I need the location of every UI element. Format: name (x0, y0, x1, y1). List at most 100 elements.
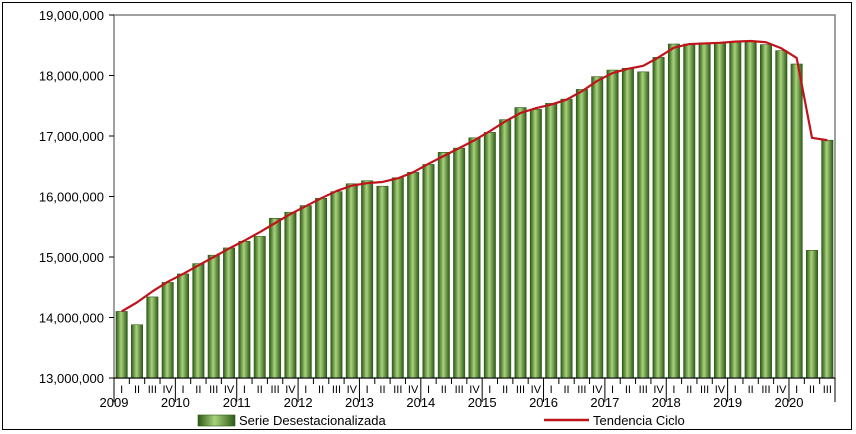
bar (345, 183, 358, 379)
x-quarter-label: I (795, 384, 798, 396)
bar (499, 119, 512, 379)
bar (806, 250, 818, 379)
chart-svg: 13,000,000 14,000,000 15,000,000 16,000,000… (39, 8, 836, 428)
bar (652, 57, 665, 379)
x-quarter-label: IV (469, 384, 480, 396)
bar (729, 41, 742, 379)
bar (698, 42, 711, 379)
x-year-label: 2017 (590, 395, 619, 410)
bar (775, 50, 788, 379)
bar (759, 44, 772, 379)
x-quarter-label: II (195, 384, 201, 396)
x-quarter-label: II (134, 384, 140, 396)
chart-frame: 13,000,000 14,000,000 15,000,000 16,000,000… (2, 2, 852, 430)
bar (621, 67, 634, 379)
bar (315, 198, 328, 379)
bar (744, 41, 757, 379)
x-quarter-label: II (502, 384, 508, 396)
legend: Serie Desestacionalizada Tendencia Ciclo (197, 413, 685, 428)
y-tick-label: 14,000,000 (39, 311, 104, 326)
x-year-label: 2016 (529, 395, 558, 410)
bar (161, 282, 174, 379)
y-tick-label: 13,000,000 (39, 371, 104, 386)
x-quarter-label: I (243, 384, 246, 396)
bar (591, 76, 604, 379)
legend-label-tendencia: Tendencia Ciclo (593, 413, 685, 428)
x-quarter-label: II (257, 384, 263, 396)
bar (269, 217, 282, 379)
x-quarter-label: III (761, 384, 770, 396)
x-quarter-label: III (270, 384, 279, 396)
x-quarter-label: IV (162, 384, 173, 396)
bar (238, 240, 251, 379)
x-quarter-label: IV (592, 384, 603, 396)
legend-swatch-serie (197, 414, 236, 427)
bar (606, 69, 619, 379)
bar (299, 205, 312, 379)
x-quarter-label: II (809, 384, 815, 396)
bar (253, 236, 266, 379)
x-quarter-label: III (700, 384, 709, 396)
x-quarter-label: IV (776, 384, 787, 396)
x-quarter-label: IV (715, 384, 726, 396)
bar (529, 109, 542, 379)
bar (821, 139, 834, 379)
bar (545, 103, 558, 379)
bar (284, 211, 297, 379)
x-quarter-label: II (748, 384, 754, 396)
bar (453, 147, 466, 379)
x-year-label: 2010 (161, 395, 190, 410)
bar (422, 164, 435, 379)
x-year-label: 2018 (652, 395, 681, 410)
bar (330, 191, 343, 379)
x-quarter-label: IV (531, 384, 542, 396)
y-tick-label: 18,000,000 (39, 69, 104, 84)
x-quarter-label: III (332, 384, 341, 396)
x-quarter-label: III (639, 384, 648, 396)
bar (376, 185, 389, 379)
x-quarter-label: I (672, 384, 675, 396)
bar (790, 63, 803, 379)
bar (146, 296, 159, 379)
x-quarter-label: II (379, 384, 385, 396)
x-year-label: 2012 (284, 395, 313, 410)
x-year-label: 2011 (223, 395, 251, 410)
x-quarter-label: III (455, 384, 464, 396)
bar (514, 107, 527, 379)
x-quarter-label: I (550, 384, 553, 396)
x-quarter-label: I (427, 384, 430, 396)
x-quarter-label: I (611, 384, 614, 396)
bar (575, 89, 588, 379)
bar (207, 254, 220, 379)
x-year-label: 2020 (775, 395, 804, 410)
x-quarter-label: III (393, 384, 402, 396)
x-quarter-label: I (181, 384, 184, 396)
bar (407, 172, 420, 379)
x-quarter-label: IV (347, 384, 358, 396)
x-quarter-label: I (120, 384, 123, 396)
bar (683, 43, 696, 379)
y-tick-label: 16,000,000 (39, 190, 104, 205)
bar (560, 98, 573, 379)
x-quarter-label: I (734, 384, 737, 396)
legend-label-serie: Serie Desestacionalizada (239, 413, 386, 428)
bar (713, 42, 726, 379)
trend-line (121, 39, 828, 313)
x-quarter-label: I (488, 384, 491, 396)
x-year-label: 2019 (713, 395, 742, 410)
y-tick-label: 15,000,000 (39, 250, 104, 265)
x-quarter-label: II (318, 384, 324, 396)
bar (131, 324, 143, 379)
x-quarter-label: I (304, 384, 307, 396)
x-quarter-label: III (823, 384, 832, 396)
x-quarter-label: III (209, 384, 218, 396)
x-year-label: 2015 (468, 395, 497, 410)
bar (468, 137, 481, 379)
x-year-label: 2009 (100, 395, 129, 410)
x-quarter-label: IV (224, 384, 235, 396)
x-quarter-label: IV (653, 384, 664, 396)
y-tick-label: 19,000,000 (39, 8, 104, 23)
bar (437, 152, 450, 379)
bar (177, 273, 190, 379)
x-quarter-label: III (516, 384, 525, 396)
